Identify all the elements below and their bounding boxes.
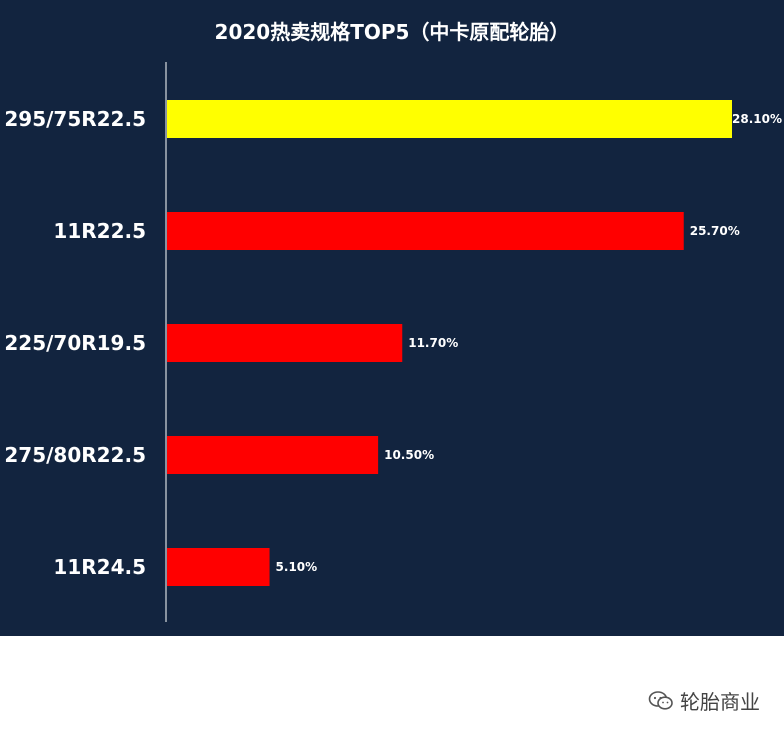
value-label: 28.10%: [732, 112, 782, 126]
category-label: 295/75R22.5: [4, 107, 146, 131]
bar-2: [167, 212, 684, 250]
bar-4: [167, 436, 379, 474]
value-label: 10.50%: [384, 448, 434, 462]
chart-panel: 2020热卖规格TOP5（中卡原配轮胎） 295/75R22.5 28.10% 11…: [0, 0, 784, 636]
category-label: 11R22.5: [53, 219, 146, 243]
bar-1: [167, 100, 732, 138]
bar-3: [167, 324, 403, 362]
watermark-text: 轮胎商业: [680, 690, 760, 714]
value-label: 5.10%: [276, 560, 318, 574]
category-label: 225/70R19.5: [4, 331, 146, 355]
category-label: 11R24.5: [53, 555, 146, 579]
bar-5: [167, 548, 270, 586]
bar-chart: 295/75R22.5 28.10% 11R22.5 25.70% 225/70R19.…: [4, 62, 782, 622]
category-label: 275/80R22.5: [4, 443, 146, 467]
chart-title: 2020热卖规格TOP5（中卡原配轮胎）: [214, 20, 570, 44]
value-label: 25.70%: [690, 224, 740, 238]
value-label: 11.70%: [408, 336, 458, 350]
watermark: 轮胎商业: [648, 686, 760, 715]
wechat-icon: [648, 690, 673, 710]
